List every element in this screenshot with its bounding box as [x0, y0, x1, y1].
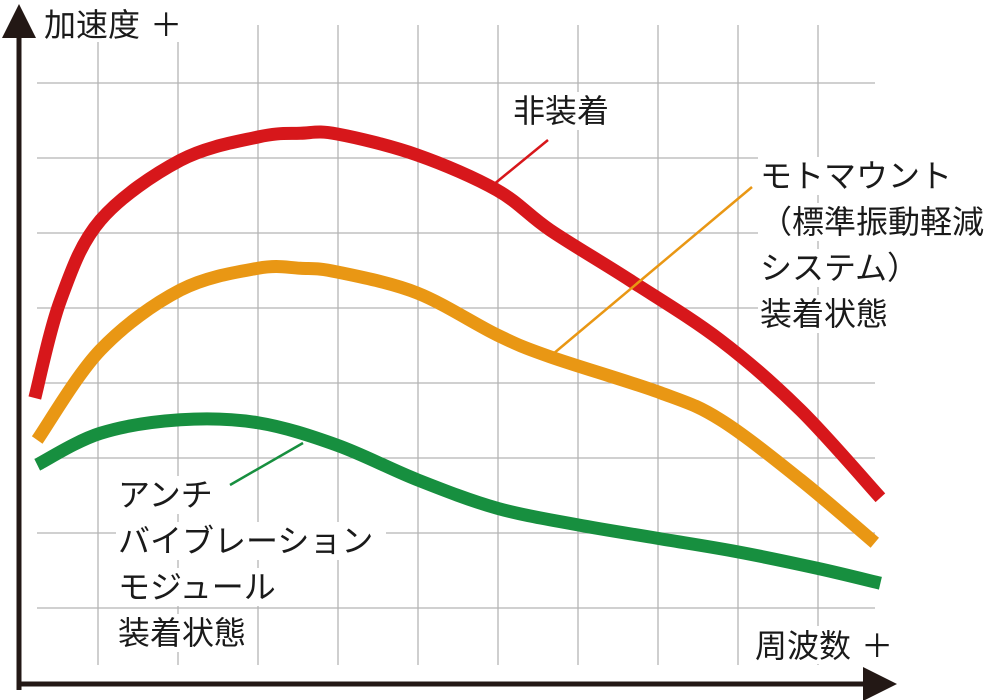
- series-label-0: 非装着: [513, 92, 609, 130]
- label-background: [116, 476, 221, 514]
- series-label-2: アンチ: [118, 476, 213, 514]
- series-line-0: [28, 125, 886, 503]
- series-label-1: システム）: [760, 249, 919, 287]
- label-background: [758, 157, 962, 195]
- x-axis-label: 周波数 ＋: [755, 627, 893, 665]
- label-background: [116, 568, 287, 606]
- label-background: [758, 249, 929, 287]
- label-background: [511, 92, 616, 130]
- leader-line-1: [552, 186, 753, 355]
- series-label-2: モジュール: [118, 568, 276, 606]
- leader-line-0: [492, 139, 549, 186]
- label-background: [116, 614, 254, 652]
- label-background: [758, 203, 995, 241]
- leader-lines: [229, 139, 753, 487]
- x-axis-arrow-icon: [863, 667, 897, 700]
- label-background: [116, 522, 386, 560]
- label-background: [758, 295, 896, 333]
- y-axis-label: 加速度 ＋: [44, 6, 182, 44]
- series-label-2: バイブレーション: [118, 522, 373, 560]
- series-label-1: モトマウント: [760, 157, 952, 195]
- series-line-1: [31, 259, 880, 548]
- y-axis-arrow-icon: [2, 4, 36, 38]
- series-line-2: [34, 412, 882, 590]
- leader-line-2: [229, 441, 304, 487]
- series-lines: [28, 125, 886, 590]
- series-labels: 非装着モトマウント（標準振動軽減システム）装着状態アンチバイブレーションモジュー…: [116, 92, 995, 652]
- series-label-1: 装着状態: [760, 295, 888, 333]
- series-label-1: （標準振動軽減: [760, 203, 984, 241]
- series-label-2: 装着状態: [118, 614, 246, 652]
